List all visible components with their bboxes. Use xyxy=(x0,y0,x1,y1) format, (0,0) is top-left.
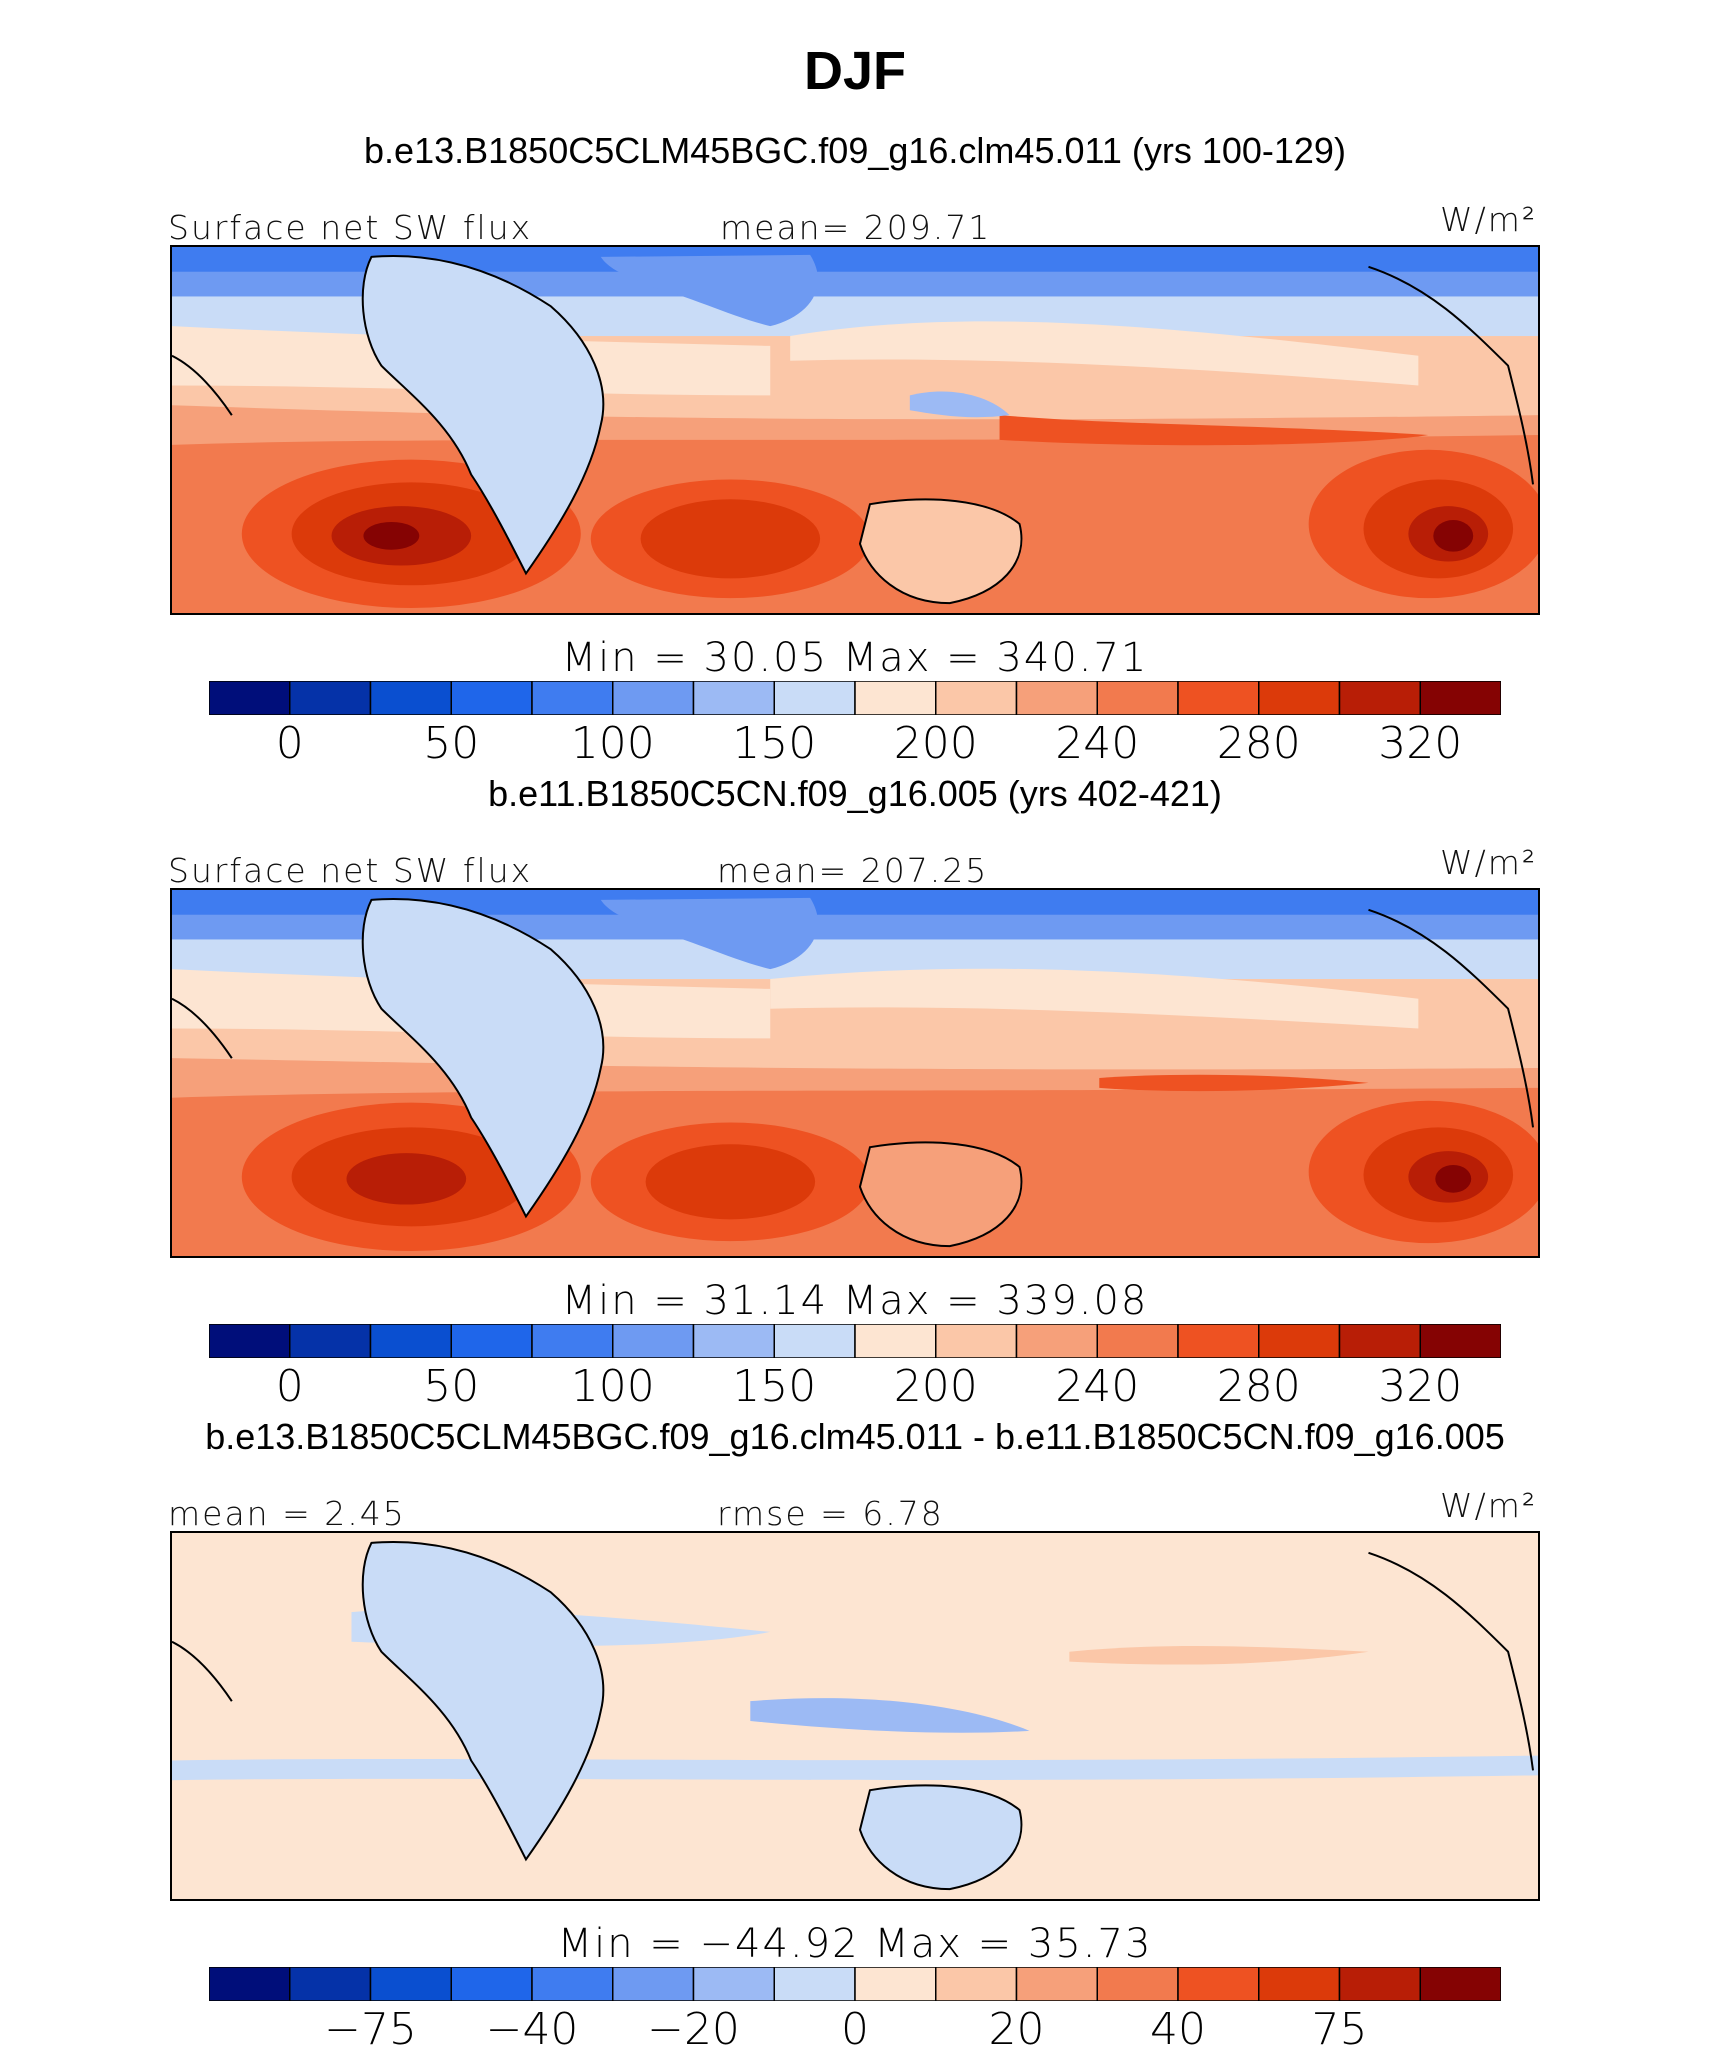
colorbar-tick-label: 100 xyxy=(570,718,655,769)
colorbar-swatch xyxy=(854,1324,937,1358)
panel-1-variable-label: Surface net SW flux xyxy=(168,208,533,247)
colorbar-swatch xyxy=(935,681,1018,715)
colorbar-tick-label: 240 xyxy=(1055,718,1140,769)
panel-3-map xyxy=(170,1531,1540,1901)
panel-3-colorbar-ticks: −75 −40 −20 0 20 40 75 xyxy=(0,2004,1710,2055)
colorbar-swatch xyxy=(612,681,695,715)
colorbar-swatch xyxy=(773,1324,856,1358)
colorbar-swatch xyxy=(1419,681,1501,715)
colorbar-swatch xyxy=(1338,1324,1421,1358)
colorbar-swatch xyxy=(289,681,372,715)
colorbar-tick-label: 150 xyxy=(732,718,817,769)
panel-3-units-label: W/m² xyxy=(1440,1486,1538,1525)
colorbar-swatch xyxy=(1015,1967,1098,2001)
colorbar-swatch xyxy=(1177,1324,1260,1358)
colorbar-swatch xyxy=(854,1967,937,2001)
colorbar-swatch xyxy=(773,681,856,715)
figure-title: DJF xyxy=(803,41,906,101)
colorbar-swatch xyxy=(450,1967,533,2001)
colorbar-swatch xyxy=(1096,1967,1179,2001)
colorbar-swatch xyxy=(612,1967,695,2001)
colorbar-tick-label: 280 xyxy=(1216,718,1301,769)
colorbar-swatch xyxy=(1419,1324,1501,1358)
colorbar-swatch xyxy=(1258,681,1341,715)
colorbar-swatch xyxy=(692,1967,775,2001)
colorbar-tick-label: 280 xyxy=(1216,1361,1301,1412)
panel-2-units-label: W/m² xyxy=(1440,843,1538,882)
colorbar-swatch xyxy=(1015,681,1098,715)
colorbar-tick-label: 50 xyxy=(423,1361,480,1412)
colorbar-swatch xyxy=(450,1324,533,1358)
colorbar-swatch xyxy=(369,1967,452,2001)
colorbar-swatch xyxy=(209,1324,291,1358)
colorbar-swatch xyxy=(612,1324,695,1358)
colorbar-swatch xyxy=(531,1967,614,2001)
colorbar-tick-label: 0 xyxy=(275,718,304,769)
colorbar-tick-label: 200 xyxy=(893,1361,978,1412)
colorbar-tick-label: 100 xyxy=(570,1361,655,1412)
colorbar-swatch xyxy=(1338,1967,1421,2001)
panel-3-case-title: b.e13.B1850C5CLM45BGC.f09_g16.clm45.011 … xyxy=(205,1416,1505,1457)
colorbar-swatch xyxy=(692,1324,775,1358)
colorbar-swatch xyxy=(209,681,291,715)
colorbar-swatch xyxy=(1177,1967,1260,2001)
panel-2-variable-label: Surface net SW flux xyxy=(168,851,533,890)
colorbar-swatch xyxy=(209,1967,291,2001)
colorbar-swatch xyxy=(854,681,937,715)
panel-2-map xyxy=(170,888,1540,1258)
colorbar-swatch xyxy=(450,681,533,715)
panel-2-case-title: b.e11.B1850C5CN.f09_g16.005 (yrs 402-421… xyxy=(488,773,1222,814)
colorbar-swatch xyxy=(1015,1324,1098,1358)
colorbar-tick-label: −40 xyxy=(485,2004,579,2055)
colorbar-tick-label: −20 xyxy=(647,2004,740,2055)
colorbar-swatch xyxy=(1258,1967,1341,2001)
colorbar-swatch xyxy=(289,1324,372,1358)
colorbar-tick-label: 200 xyxy=(893,718,978,769)
colorbar-tick-label: 0 xyxy=(841,2004,869,2055)
colorbar-tick-label: 0 xyxy=(275,1361,304,1412)
colorbar-swatch xyxy=(1096,681,1179,715)
colorbar-swatch xyxy=(369,1324,452,1358)
panel-1-case-title: b.e13.B1850C5CLM45BGC.f09_g16.clm45.011 … xyxy=(364,130,1346,171)
colorbar-tick-label: 40 xyxy=(1150,2004,1206,2055)
colorbar-swatch xyxy=(692,681,775,715)
colorbar-swatch xyxy=(531,681,614,715)
colorbar-tick-label: 240 xyxy=(1055,1361,1140,1412)
colorbar-tick-label: 75 xyxy=(1311,2004,1368,2055)
panel-2-min-max: Min = 31.14 Max = 339.08 xyxy=(561,1278,1149,1324)
colorbar-swatch xyxy=(935,1324,1018,1358)
colorbar-swatch xyxy=(1338,681,1421,715)
panel-1-map xyxy=(170,245,1540,615)
colorbar-tick-label: 50 xyxy=(423,718,480,769)
colorbar-swatch xyxy=(1177,681,1260,715)
colorbar-tick-label: −75 xyxy=(324,2004,417,2055)
colorbar-swatch xyxy=(289,1967,372,2001)
panel-1-units-label: W/m² xyxy=(1440,200,1538,239)
colorbar-tick-label: 20 xyxy=(988,2004,1045,2055)
panel-1-colorbar xyxy=(209,681,1501,715)
colorbar-swatch xyxy=(1258,1324,1341,1358)
panel-3-colorbar xyxy=(209,1967,1501,2001)
colorbar-swatch xyxy=(1096,1324,1179,1358)
colorbar-swatch xyxy=(531,1324,614,1358)
panel-3-rmse-label: rmse = 6.78 xyxy=(717,1494,944,1533)
colorbar-swatch xyxy=(773,1967,856,2001)
panel-3-mean-label: mean = 2.45 xyxy=(168,1494,406,1533)
colorbar-swatch xyxy=(1419,1967,1501,2001)
panel-2-colorbar-ticks: 0 50 100 150 200 240 280 320 xyxy=(0,1361,1710,1412)
panel-2-mean-label: mean= 207.25 xyxy=(717,851,989,890)
colorbar-tick-label: 150 xyxy=(732,1361,817,1412)
panel-1-colorbar-ticks: 0 50 100 150 200 240 280 320 xyxy=(0,718,1710,769)
colorbar-swatch xyxy=(935,1967,1018,2001)
panel-2-colorbar xyxy=(209,1324,1501,1358)
colorbar-tick-label: 320 xyxy=(1378,1361,1463,1412)
panel-3-min-max: Min = −44.92 Max = 35.73 xyxy=(557,1921,1153,1967)
colorbar-tick-label: 320 xyxy=(1378,718,1463,769)
panel-1-min-max: Min = 30.05 Max = 340.71 xyxy=(561,635,1149,681)
colorbar-swatch xyxy=(369,681,452,715)
panel-1-mean-label: mean= 209.71 xyxy=(720,208,992,247)
